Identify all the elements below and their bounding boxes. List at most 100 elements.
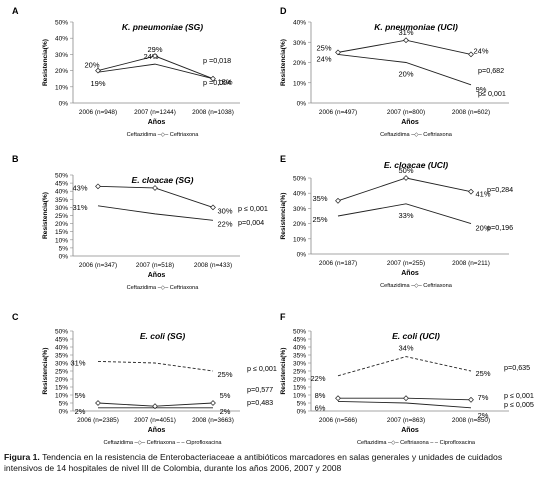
data-label: 15% — [217, 78, 232, 87]
y-tick-label: 10% — [55, 84, 68, 91]
chart-legend: Ceftazidima –◇– Ceftriaxona — [127, 132, 200, 138]
data-label: 20% — [475, 224, 490, 233]
x-tick-label: 2007 (n=518) — [136, 262, 174, 269]
chart-title: K. pneumoniae (UCI) — [374, 22, 458, 32]
y-tick-label: 20% — [55, 68, 68, 75]
y-tick-label: 45% — [55, 181, 68, 188]
series-line-ceftazidima — [97, 205, 214, 221]
series-line-ceftriaxona — [337, 39, 472, 55]
p-value-annotation: p=0,577 — [247, 385, 273, 394]
y-tick-label: 30% — [55, 52, 68, 59]
x-tick-label: 2007 (n=1244) — [134, 109, 176, 116]
chart-legend: Ceftazidima –◇– Ceftriaxona – – Ciproflo… — [357, 440, 476, 446]
y-tick-label: 40% — [293, 345, 306, 352]
y-tick-label: 5% — [59, 245, 69, 252]
y-tick-label: 30% — [293, 361, 306, 368]
data-label: 25% — [217, 370, 232, 379]
x-tick-label: 2006 (n=2385) — [77, 417, 119, 424]
x-axis-title: Años — [148, 119, 166, 126]
y-tick-label: 15% — [55, 229, 68, 236]
chart-panel-e: E E. cloacae (UCI) 0% 10% 20% 30% 40% 50% 2006 (… — [280, 154, 513, 289]
data-point-marker — [210, 204, 216, 211]
series-line-ciprofloxacina — [337, 356, 472, 377]
p-value-annotation: p =0,004 — [203, 78, 231, 87]
x-tick-label: 2006 (n=566) — [319, 417, 357, 424]
x-tick-label: 2008 (n=1038) — [192, 109, 234, 116]
y-tick-label: 30% — [293, 40, 306, 47]
data-label: 9% — [476, 85, 487, 94]
p-value-annotation: p ≤ 0,001 — [504, 391, 534, 400]
y-tick-label: 25% — [55, 369, 68, 376]
chart-panel-f: FE. coli (UCI)0%5%10%15%20%25%30%35%40%4… — [280, 312, 534, 446]
y-tick-label: 0% — [59, 101, 69, 108]
panel-letter: A — [12, 6, 19, 16]
y-axis-title: Resistencia(%) — [42, 348, 49, 395]
caption-text: Tendencia en la resistencia de Enterobac… — [4, 452, 503, 473]
y-tick-label: 20% — [55, 221, 68, 228]
p-value-annotation: p ≤ 0,005 — [504, 400, 534, 409]
y-tick-label: 10% — [293, 236, 306, 243]
data-label: 5% — [220, 391, 231, 400]
data-label: 2% — [220, 407, 231, 416]
y-tick-label: 35% — [293, 353, 306, 360]
data-label: 24% — [316, 54, 331, 63]
y-tick-label: 0% — [59, 409, 69, 416]
y-tick-label: 0% — [297, 409, 307, 416]
chart-panel-c: CE. coli (SG)0%5%10%15%20%25%30%35%40%45… — [12, 312, 277, 446]
x-tick-label: 2007 (n=4051) — [134, 417, 176, 424]
y-tick-label: 45% — [55, 337, 68, 344]
x-tick-label: 2007 (n=863) — [387, 417, 425, 424]
figure-caption: Figura 1. Tendencia en la resistencia de… — [4, 452, 534, 474]
data-point-marker — [403, 395, 409, 402]
chart-title: E. cloacae (UCI) — [384, 160, 448, 170]
data-label: 29% — [147, 45, 162, 54]
caption-label: Figura 1. — [4, 452, 40, 462]
x-axis-title: Años — [148, 427, 166, 434]
figure-panels: A K. pneumoniae (SG) 0% 10% 20% 30% 40% 50% 2006… — [12, 6, 534, 446]
chart-legend: Ceftazidima –◇– Ceftriaxona — [380, 132, 453, 138]
panel-letter: E — [280, 154, 286, 164]
chart-legend: Ceftazidima –◇– Ceftriaxona – – Ciproflo… — [103, 440, 222, 446]
y-tick-label: 25% — [293, 369, 306, 376]
x-tick-label: 2008 (n=433) — [194, 262, 232, 269]
p-value-annotation: p≤ 0,001 — [478, 89, 506, 98]
data-label: 50% — [398, 166, 413, 175]
p-value-annotation: p ≤ 0,001 — [247, 364, 277, 373]
y-tick-label: 30% — [55, 361, 68, 368]
data-point-marker — [95, 400, 101, 406]
data-point-marker — [468, 188, 474, 195]
series-line-ceftazidima — [337, 203, 472, 225]
data-label: 19% — [90, 79, 105, 88]
series-line-ciprofloxacina — [97, 360, 214, 372]
data-point-marker — [152, 403, 158, 410]
y-tick-label: 40% — [55, 189, 68, 196]
chart-legend: Ceftazidima –◇– Ceftriaxona — [127, 285, 200, 291]
y-tick-label: 10% — [55, 237, 68, 244]
data-label: 5% — [75, 391, 86, 400]
y-tick-label: 50% — [55, 20, 68, 27]
x-tick-label: 2007 (n=255) — [387, 260, 425, 267]
y-tick-label: 0% — [59, 254, 69, 261]
panel-letter: B — [12, 154, 19, 164]
y-axis-title: Resistencia(%) — [280, 193, 287, 240]
data-label: 20% — [398, 70, 413, 79]
chart-title: E. coli (SG) — [140, 331, 186, 341]
data-label: 33% — [398, 211, 413, 220]
p-value-annotation: p=0,004 — [238, 218, 264, 227]
data-label: 34% — [398, 344, 413, 353]
x-axis-title: Años — [148, 272, 166, 279]
data-label: 25% — [312, 215, 327, 224]
y-axis-title: Resistencia(%) — [280, 348, 287, 395]
chart-title: K. pneumoniae (SG) — [122, 22, 203, 32]
y-tick-label: 20% — [293, 60, 306, 67]
chart-panel-b: BE. cloacae (SG)0%5%10%15%20%25%30%35%40… — [12, 154, 268, 291]
data-label: 6% — [315, 403, 326, 412]
data-label: 2% — [75, 407, 86, 416]
data-label: 22% — [310, 374, 325, 383]
panel-letter: C — [12, 312, 19, 322]
chart-panel-d: D K. pneumoniae (UCI) 0% 10% 20% 30% 40% 2006 (… — [280, 6, 509, 138]
x-tick-label: 2008 (n=850) — [452, 417, 490, 424]
p-value-annotation: p=0,635 — [504, 363, 530, 372]
p-value-annotation: p ≤ 0,001 — [238, 204, 268, 213]
data-point-marker — [95, 183, 101, 190]
